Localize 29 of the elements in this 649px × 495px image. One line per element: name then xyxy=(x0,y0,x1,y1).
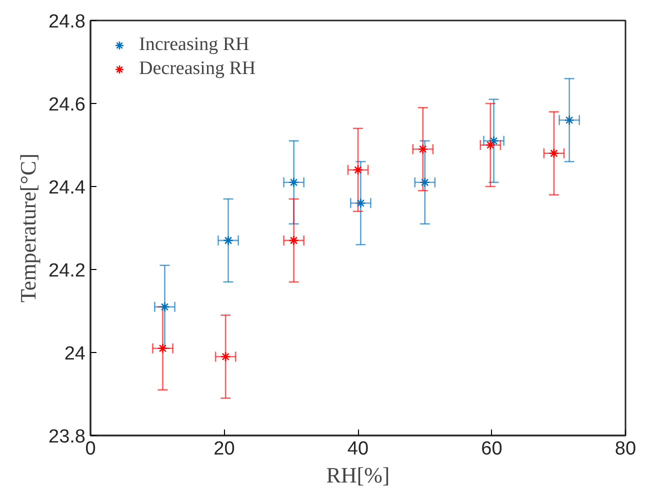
x-tick-label: 20 xyxy=(214,438,235,460)
point xyxy=(288,235,299,246)
point xyxy=(158,343,168,354)
y-tick-label: 24.2 xyxy=(48,260,86,282)
point xyxy=(220,352,231,362)
point xyxy=(223,235,234,246)
x-tick-label: 60 xyxy=(481,438,502,460)
y-tick-label: 24 xyxy=(64,344,86,364)
point xyxy=(418,144,428,154)
x-tick-label: 0 xyxy=(85,438,96,460)
point xyxy=(288,177,299,188)
legend-label: Increasing RH xyxy=(139,34,250,56)
y-tick-label: 24.8 xyxy=(48,12,86,32)
point xyxy=(564,114,574,126)
x-axis-title: RH[%] xyxy=(326,462,390,488)
point xyxy=(352,164,364,176)
y-tick-label: 24.6 xyxy=(48,94,86,116)
point xyxy=(356,198,366,208)
point xyxy=(548,148,560,158)
point xyxy=(488,136,499,146)
x-tick-label: 80 xyxy=(614,438,636,460)
x-tick-label: 40 xyxy=(347,438,369,460)
y-tick-label: 23.8 xyxy=(48,426,86,448)
y-tick-label: 24.4 xyxy=(48,178,86,198)
point xyxy=(420,177,430,188)
point xyxy=(485,140,496,150)
point xyxy=(160,302,170,312)
y-axis-title: Temperature[°C] xyxy=(16,154,41,302)
legend-label: Decreasing RH xyxy=(139,58,256,80)
